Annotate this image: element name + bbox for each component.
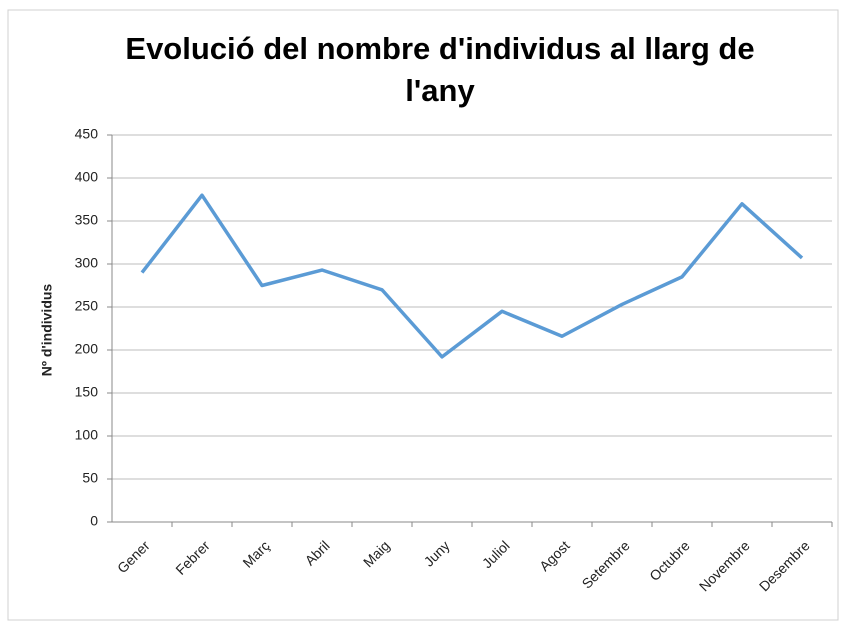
y-axis-label: Nº d'individus [39, 284, 55, 377]
x-tick-label: Desembre [756, 537, 813, 594]
x-tick-label: Gener [114, 537, 153, 576]
x-tick-label: Setembre [579, 537, 633, 591]
x-tick-label: Maig [360, 537, 393, 570]
y-tick-label: 50 [82, 470, 98, 486]
y-tick-label: 200 [75, 341, 99, 357]
y-tick-label: 150 [75, 384, 99, 400]
data-line [140, 193, 804, 359]
x-tick-label: Novembre [696, 537, 753, 594]
x-tick-label: Juny [421, 537, 453, 569]
chart-frame [7, 9, 839, 621]
x-tick-label: Abril [302, 537, 333, 568]
x-tick-label: Març [239, 537, 272, 570]
y-tick-label: 300 [75, 255, 99, 271]
y-tick-label: 350 [75, 212, 99, 228]
y-tick-label: 400 [75, 169, 99, 185]
y-tick-label: 0 [90, 513, 98, 529]
x-tick-label: Octubre [646, 537, 693, 584]
y-tick-label: 450 [75, 126, 99, 142]
x-tick-label: Juliol [479, 537, 513, 571]
chart-title: Evolució del nombre d'individus al llarg… [125, 31, 755, 108]
y-tick-label: 100 [75, 427, 99, 443]
x-tick-label: Febrer [172, 537, 213, 578]
y-tick-label: 250 [75, 298, 99, 314]
x-tick-label: Agost [536, 537, 573, 574]
